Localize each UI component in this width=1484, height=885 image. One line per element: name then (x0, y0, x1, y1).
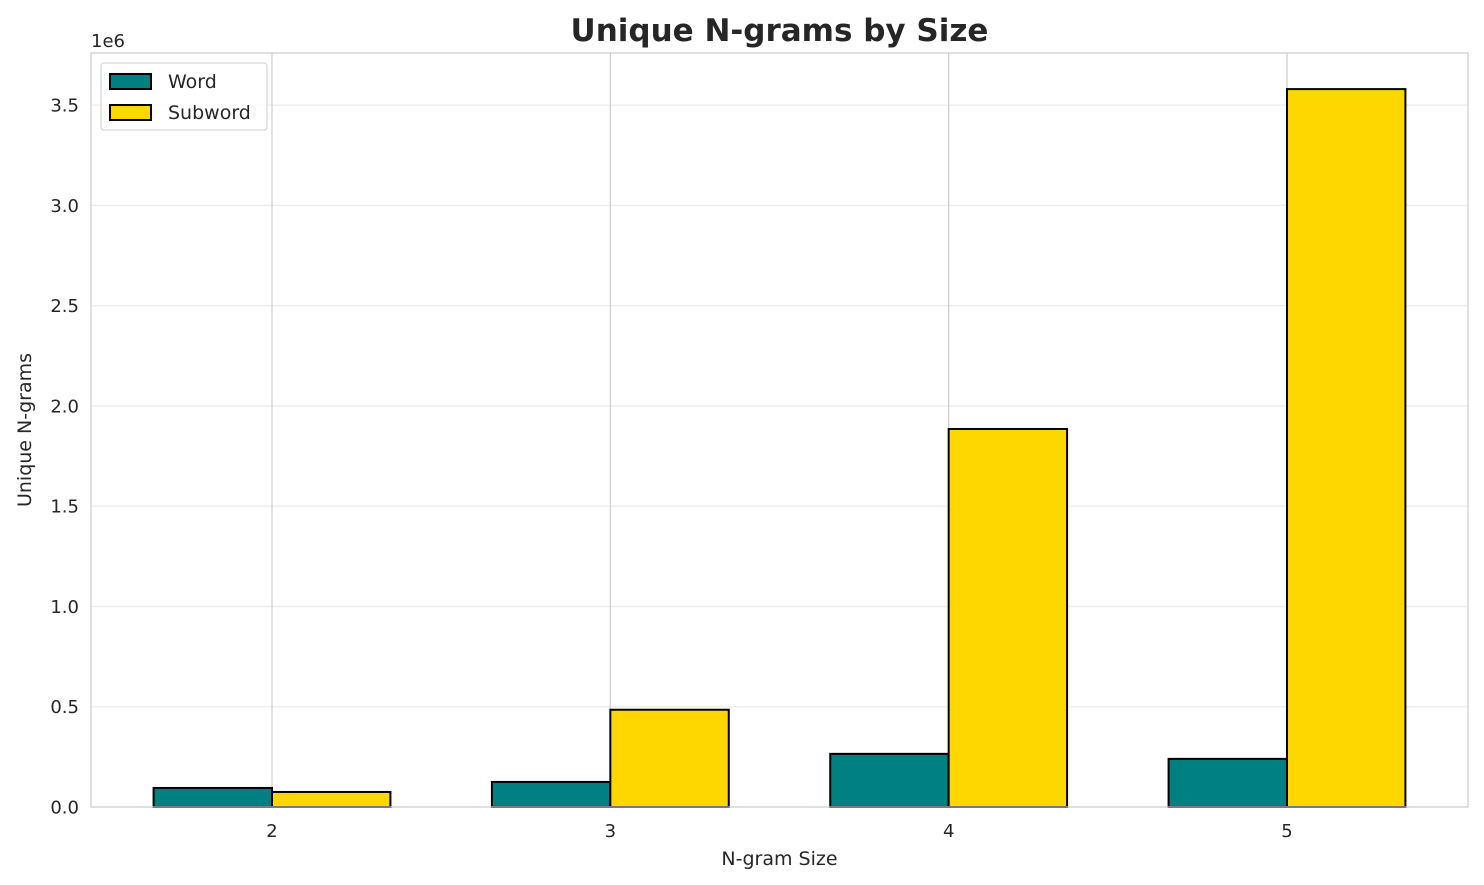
x-tick-label: 4 (943, 821, 954, 842)
bar-subword-3 (609, 708, 730, 808)
bars (152, 88, 1407, 809)
bar-word-2 (152, 786, 274, 808)
y-axis-ticks: 0.0 0.5 1.0 1.5 2.0 2.5 3.0 3.5 (50, 96, 79, 819)
legend-swatch (109, 104, 152, 121)
legend-label: Subword (168, 102, 251, 124)
x-tick-label: 3 (605, 821, 616, 842)
y-tick-label: 2.0 (50, 396, 79, 417)
y-tick-label: 0.5 (50, 697, 79, 718)
y-tick-label: 2.5 (50, 296, 79, 317)
bar-word-4 (829, 752, 950, 809)
y-tick-label: 3.5 (50, 96, 79, 117)
legend-swatch (109, 73, 152, 90)
x-axis-label: N-gram Size (721, 848, 837, 870)
x-tick-label: 5 (1281, 821, 1292, 842)
bar-subword-2 (271, 790, 392, 808)
legend: Word Subword (100, 62, 268, 131)
x-tick-label: 2 (266, 821, 277, 842)
y-tick-label: 1.0 (50, 597, 79, 618)
bar-subword-5 (1285, 88, 1407, 808)
legend-label: Word (168, 71, 217, 93)
bar-word-5 (1167, 757, 1288, 808)
y-tick-label: 1.5 (50, 497, 79, 518)
plot-frame (90, 52, 1469, 808)
chart-title: Unique N-grams by Size (571, 13, 989, 49)
y-axis-offset-label: 1e6 (91, 31, 125, 52)
y-tick-label: 3.0 (50, 196, 79, 217)
bar-word-3 (490, 780, 612, 809)
grid-lines (91, 53, 1468, 807)
y-axis-label: Unique N-grams (14, 353, 36, 507)
y-tick-label: 0.0 (50, 798, 79, 819)
bar-subword-4 (947, 427, 1069, 808)
x-axis-ticks: 2 3 4 5 (266, 821, 1292, 842)
